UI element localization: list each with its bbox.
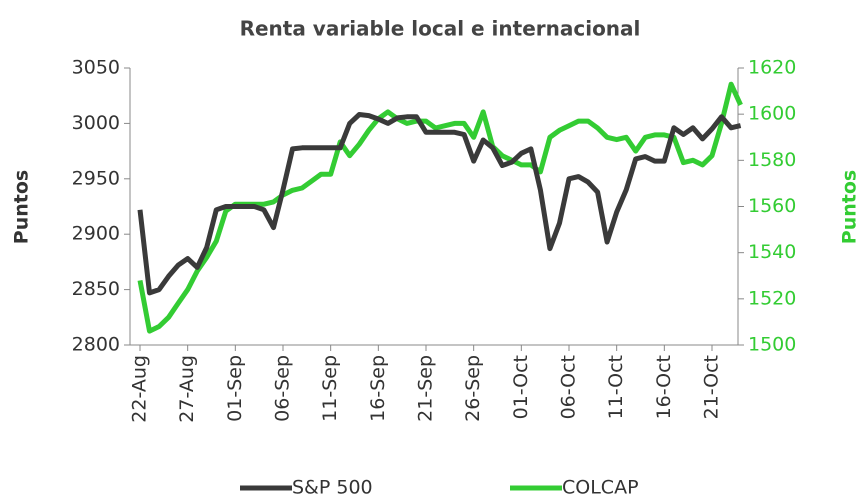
- y-tick-label: 3000: [72, 112, 120, 134]
- x-tick-label: 16-Oct: [653, 355, 675, 419]
- x-tick-label: 26-Sep: [462, 355, 484, 422]
- x-tick-label: 11-Sep: [319, 355, 341, 422]
- x-tick-label: 21-Oct: [701, 355, 723, 419]
- y2-tick-label: 1500: [748, 334, 796, 356]
- x-tick-label: 22-Aug: [129, 355, 151, 423]
- y-axis-label: Puntos: [11, 170, 33, 244]
- y2-tick-label: 1580: [748, 149, 796, 171]
- y-tick-label: 2950: [72, 167, 120, 189]
- y-tick-label: 3050: [72, 57, 120, 79]
- y-tick-label: 2900: [72, 223, 120, 245]
- x-tick-label: 06-Oct: [558, 355, 580, 419]
- x-tick-label: 01-Sep: [224, 355, 246, 422]
- legend-label: S&P 500: [292, 477, 373, 499]
- x-tick-label: 16-Sep: [367, 355, 389, 422]
- y2-tick-label: 1560: [748, 195, 796, 217]
- y-tick-label: 2800: [72, 334, 120, 356]
- y2-tick-label: 1600: [748, 103, 796, 125]
- x-tick-label: 21-Sep: [415, 355, 437, 422]
- y2-axis-label: Puntos: [839, 170, 861, 244]
- x-tick-label: 27-Aug: [176, 355, 198, 423]
- legend-label: COLCAP: [562, 477, 639, 499]
- y2-tick-label: 1520: [748, 287, 796, 309]
- chart-title: Renta variable local e internacional: [240, 17, 641, 41]
- x-tick-label: 01-Oct: [510, 355, 532, 419]
- y2-tick-label: 1540: [748, 241, 796, 263]
- y-tick-label: 2850: [72, 278, 120, 300]
- x-tick-label: 11-Oct: [605, 355, 627, 419]
- x-tick-label: 06-Sep: [272, 355, 294, 422]
- series-line: [137, 112, 742, 296]
- y2-tick-label: 1620: [748, 57, 796, 79]
